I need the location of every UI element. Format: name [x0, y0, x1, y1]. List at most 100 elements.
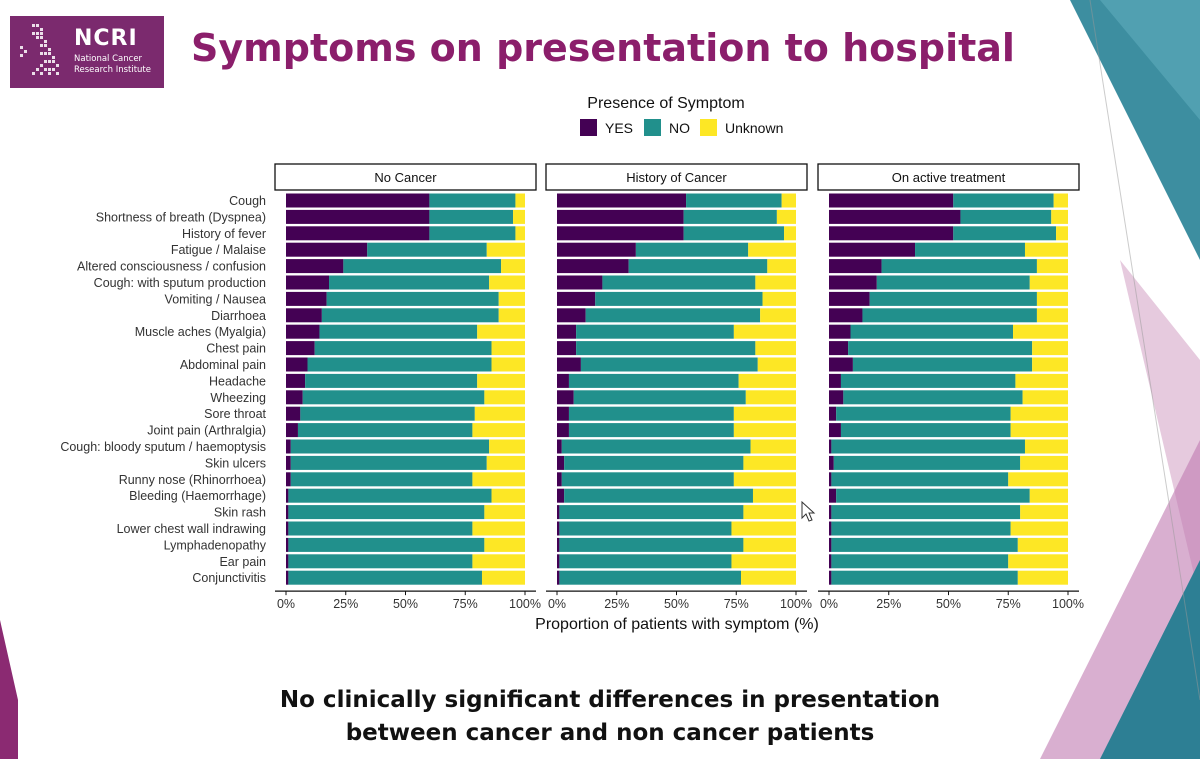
bar-segment — [515, 193, 525, 208]
bar-segment — [1008, 554, 1068, 569]
bar-segment — [829, 226, 954, 241]
category-label: Bleeding (Haemorrhage) — [129, 489, 266, 503]
bar-segment — [557, 209, 684, 224]
slide-title: Symptoms on presentation to hospital — [191, 26, 1015, 70]
bar-segment — [829, 193, 954, 208]
bar-segment — [1029, 488, 1068, 503]
category-label: Cough: bloody sputum / haemoptysis — [60, 440, 266, 454]
bar-segment — [915, 242, 1025, 257]
bar-segment — [305, 373, 478, 388]
bar-segment — [557, 472, 562, 487]
bar-segment — [286, 308, 322, 323]
bar-segment — [573, 390, 746, 405]
bar-segment — [286, 275, 330, 290]
bar-segment — [776, 209, 796, 224]
bar-segment — [288, 488, 492, 503]
category-label: Lymphadenopathy — [164, 538, 267, 552]
bar-segment — [286, 488, 289, 503]
bar-segment — [1024, 242, 1068, 257]
bar-segment — [477, 324, 525, 339]
bar-segment — [288, 521, 473, 536]
bar-segment — [580, 357, 758, 372]
bar-segment — [829, 275, 877, 290]
bar-segment — [960, 209, 1052, 224]
category-label: Shortness of breath (Dyspnea) — [96, 210, 266, 224]
bar-segment — [784, 226, 796, 241]
bar-segment — [290, 439, 490, 454]
bar-segment — [557, 521, 560, 536]
bar-segment — [1036, 308, 1068, 323]
bar-segment — [635, 242, 749, 257]
facet-strip — [274, 163, 537, 191]
bar-segment — [755, 341, 796, 356]
bar-segment — [833, 455, 1021, 470]
bar-segment — [557, 308, 586, 323]
bar-segment — [628, 259, 768, 274]
bar-segment — [733, 472, 796, 487]
bar-segment — [286, 193, 430, 208]
bar-segment — [829, 455, 834, 470]
bar-segment — [557, 423, 569, 438]
bar-segment — [513, 209, 525, 224]
bar-segment — [557, 242, 636, 257]
bar-segment — [731, 521, 796, 536]
bar-segment — [1032, 357, 1068, 372]
deco-left — [0, 620, 18, 759]
bar-segment — [836, 406, 1011, 421]
x-tick-label: 50% — [936, 597, 961, 611]
bar-segment — [1015, 373, 1068, 388]
bar-segment — [743, 505, 796, 520]
bar-segment — [557, 324, 577, 339]
bar-segment — [489, 439, 525, 454]
bar-segment — [491, 488, 525, 503]
bar-segment — [288, 537, 485, 552]
bar-segment — [576, 324, 734, 339]
bar-segment — [738, 373, 796, 388]
category-label: History of fever — [182, 227, 266, 241]
logo-subtitle: National Cancer Research Institute — [74, 54, 151, 75]
bar-segment — [829, 209, 961, 224]
bar-segment — [557, 537, 560, 552]
bar-segment — [286, 291, 327, 306]
bar-segment — [429, 226, 516, 241]
bar-segment — [286, 209, 430, 224]
legend-swatch-unknown — [700, 119, 717, 136]
bar-segment — [286, 324, 320, 339]
bar-segment — [829, 390, 844, 405]
mouse-cursor-icon — [801, 501, 816, 522]
bar-segment — [733, 406, 796, 421]
bar-segment — [286, 554, 289, 569]
bar-segment — [840, 373, 1016, 388]
category-label: Vomiting / Nausea — [165, 292, 266, 306]
bar-segment — [489, 275, 525, 290]
deco-line — [1089, 0, 1200, 701]
bar-segment — [286, 455, 291, 470]
category-label: Chest pain — [206, 342, 266, 356]
bar-segment — [1020, 505, 1068, 520]
bar-segment — [491, 357, 525, 372]
bar-segment — [757, 357, 796, 372]
bar-segment — [286, 242, 368, 257]
bar-segment — [557, 390, 574, 405]
bar-segment — [829, 488, 837, 503]
bar-segment — [557, 291, 596, 306]
x-tick-label: 75% — [724, 597, 749, 611]
bar-segment — [752, 488, 796, 503]
bar-segment — [564, 488, 753, 503]
bar-segment — [559, 521, 732, 536]
bar-segment — [829, 439, 832, 454]
category-label: Headache — [209, 374, 266, 388]
bar-segment — [286, 226, 430, 241]
bar-segment — [829, 554, 832, 569]
bar-segment — [559, 570, 742, 585]
category-label: Skin ulcers — [205, 456, 266, 470]
bar-segment — [472, 521, 525, 536]
bar-segment — [831, 521, 1011, 536]
bar-segment — [477, 373, 525, 388]
bar-segment — [829, 406, 837, 421]
bar-segment — [314, 341, 492, 356]
bar-segment — [557, 373, 569, 388]
bar-segment — [568, 406, 734, 421]
x-tick-label: 75% — [453, 597, 478, 611]
